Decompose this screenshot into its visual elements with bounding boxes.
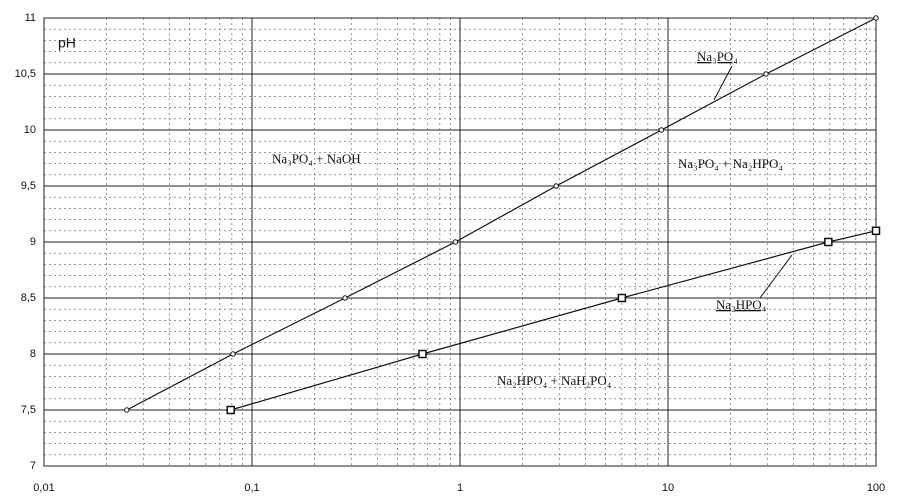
x-tick-label: 10 [662, 482, 674, 494]
y-tick-label: 11 [25, 12, 36, 24]
point-marker [553, 183, 559, 189]
y-tick-label: 9 [30, 236, 36, 248]
plot-frame [43, 17, 877, 467]
x-tick-label: 0,1 [244, 482, 259, 494]
region-label: Na₃PO₄ + Na₂HPO₄ [678, 156, 783, 171]
point-marker [824, 237, 833, 247]
point-marker [871, 226, 881, 236]
y-tick-label: 8 [30, 348, 36, 360]
grid [43, 17, 877, 467]
x-tick-label: 0,01 [33, 482, 54, 494]
series-line [126, 17, 877, 411]
x-tick-label: 1 [457, 482, 463, 494]
y-tick-label: 9,5 [21, 180, 36, 192]
y-tick-label: 8,5 [21, 292, 36, 304]
leader-line [713, 65, 733, 101]
y-tick-label: 10,5 [15, 68, 36, 80]
y-tick-label: 7 [30, 460, 36, 472]
point-marker [617, 293, 627, 303]
series-label: Na₃PO₄ [697, 49, 738, 64]
point-marker [452, 239, 459, 245]
point-marker [658, 127, 665, 133]
region-label: Na₂HPO₄ + NaH₂PO₄ [497, 373, 612, 388]
y-tick-label: 7,5 [21, 404, 36, 416]
leader-line [759, 254, 793, 299]
point-marker [230, 351, 236, 357]
point-marker [418, 349, 427, 359]
point-marker [226, 405, 235, 415]
point-marker [763, 71, 769, 77]
y-tick-label: 10 [24, 124, 36, 136]
point-marker [342, 295, 348, 301]
point-marker [873, 15, 879, 21]
y-axis-label: pH [58, 35, 76, 51]
point-marker [124, 407, 130, 413]
x-tick-label: 100 [867, 482, 885, 494]
series-label: Na₂HPO₄ [716, 297, 767, 312]
region-label: Na₃PO₄ + NaOH [272, 151, 361, 166]
